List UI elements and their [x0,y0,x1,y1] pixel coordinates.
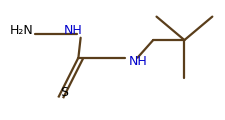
Text: NH: NH [128,55,147,68]
Text: H₂N: H₂N [10,24,34,37]
Text: NH: NH [64,24,83,37]
Text: S: S [60,86,68,99]
